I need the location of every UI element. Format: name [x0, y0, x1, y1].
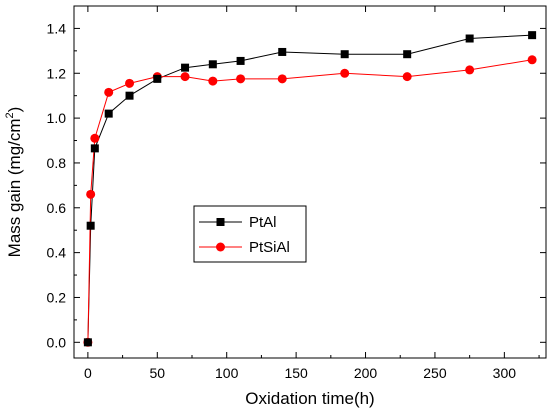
y-tick-label: 0.0: [47, 334, 67, 350]
data-point-ptal: [528, 31, 537, 40]
x-tick-label: 150: [284, 365, 308, 381]
data-point-ptsial: [236, 74, 246, 84]
data-point-ptsial: [180, 72, 190, 82]
data-point-ptsial: [527, 55, 537, 65]
data-point-ptal: [86, 221, 95, 230]
data-point-ptsial: [90, 133, 100, 143]
x-tick-label: 250: [423, 365, 447, 381]
data-point-ptal: [83, 338, 92, 347]
data-point-ptsial: [277, 74, 287, 84]
legend: PtAl PtSiAl: [193, 205, 307, 263]
x-tick-label: 100: [215, 365, 239, 381]
y-tick-label: 1.4: [47, 20, 67, 36]
data-point-ptsial: [208, 76, 218, 86]
y-tick-label: 0.4: [47, 245, 67, 261]
legend-marker-ptal: [216, 218, 225, 226]
data-point-ptal: [125, 91, 134, 100]
x-axis-label: Oxidation time(h): [245, 389, 374, 408]
data-point-ptsial: [340, 68, 350, 78]
legend-box: [193, 205, 307, 263]
series-markers: [83, 31, 537, 347]
y-axis-label-end: ): [5, 107, 24, 113]
data-point-ptal: [340, 50, 349, 59]
data-point-ptal: [153, 74, 162, 83]
y-axis-label-superscript: 2: [4, 112, 16, 118]
y-tick-label: 0.6: [47, 200, 67, 216]
y-axis-label: Mass gain (mg/cm2): [4, 107, 24, 258]
data-point-ptsial: [125, 78, 135, 88]
data-point-ptal: [403, 50, 412, 59]
data-point-ptal: [208, 60, 217, 69]
data-point-ptal: [465, 34, 474, 43]
y-axis-label-main: Mass gain (mg/cm: [5, 118, 24, 257]
y-tick-label: 0.2: [47, 289, 67, 305]
x-tick-label: 50: [150, 365, 166, 381]
y-tick-label: 1.2: [47, 65, 67, 81]
axis-ticks: [74, 5, 546, 358]
data-point-ptal: [181, 63, 190, 72]
x-tick-label: 0: [84, 365, 92, 381]
plot-frame: [73, 5, 547, 359]
y-tick-label: 1.0: [47, 110, 67, 126]
data-point-ptsial: [104, 87, 114, 97]
x-tick-label: 300: [493, 365, 517, 381]
data-point-ptsial: [402, 72, 412, 82]
x-tick-label: 200: [354, 365, 378, 381]
legend-marker-ptsial: [216, 242, 225, 252]
data-point-ptal: [278, 47, 287, 56]
data-point-ptsial: [465, 65, 475, 75]
tick-labels: 0 50 100 150 200 250 300 0.0 0.2 0.4 0.6 0.8 1.0 1.2 1…: [47, 20, 517, 381]
series-lines: [87, 34, 533, 343]
legend-label-ptsial: PtSiAl: [249, 239, 290, 256]
y-tick-label: 0.8: [47, 155, 67, 171]
legend-label-ptal: PtAl: [249, 214, 277, 231]
data-point-ptal: [236, 56, 245, 65]
data-point-ptal: [90, 144, 99, 153]
series-line-ptal: [87, 34, 533, 343]
series-line-ptsial: [87, 59, 533, 343]
data-point-ptal: [104, 109, 113, 118]
data-point-ptsial: [86, 189, 96, 199]
